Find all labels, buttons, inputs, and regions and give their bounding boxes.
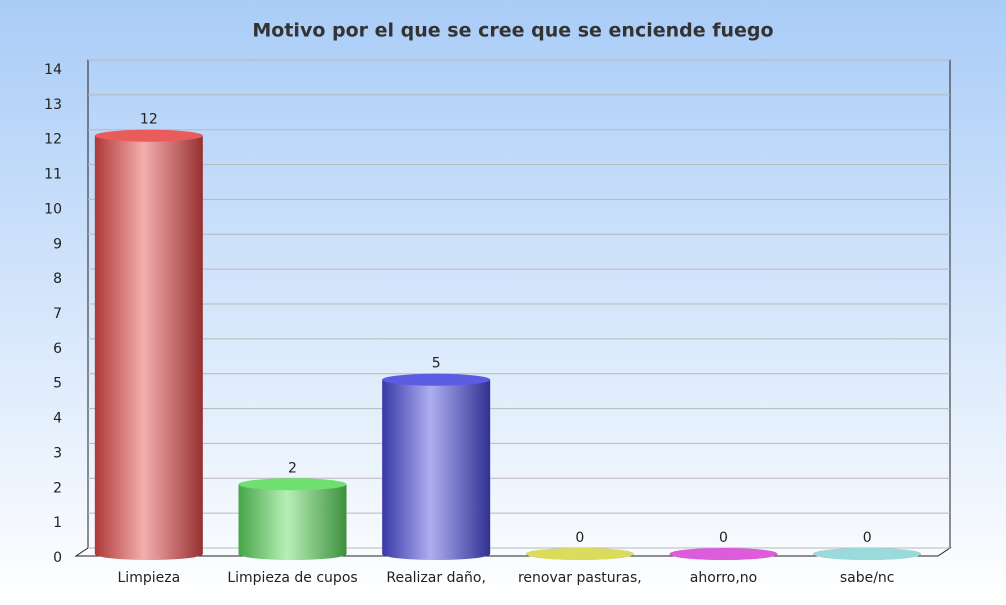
- bar: [382, 373, 491, 560]
- y-tick-label: 4: [53, 411, 62, 427]
- data-label: 12: [140, 112, 158, 128]
- bar: [238, 478, 347, 560]
- y-tick-label: 12: [44, 132, 62, 148]
- bar: [813, 548, 922, 560]
- x-tick-label: Realizar daño,: [386, 570, 486, 586]
- x-tick-label: Limpieza: [118, 570, 181, 586]
- y-tick-label: 1: [53, 515, 62, 531]
- data-label: 0: [863, 530, 872, 546]
- bar-top: [382, 373, 491, 386]
- bar-body: [238, 484, 347, 554]
- bar-top: [813, 548, 922, 560]
- y-tick-label: 13: [44, 97, 62, 113]
- bar-top: [525, 548, 634, 560]
- data-label: 0: [719, 530, 728, 546]
- x-tick-label: Limpieza de cupos: [227, 570, 357, 586]
- bar: [525, 548, 634, 560]
- bar: [94, 129, 203, 560]
- y-tick-label: 11: [44, 167, 62, 183]
- y-tick-label: 7: [53, 306, 62, 322]
- bar-top: [669, 548, 778, 560]
- y-tick-label: 2: [53, 480, 62, 496]
- y-tick-label: 14: [44, 62, 62, 78]
- x-tick-label: ahorro,no: [690, 570, 757, 586]
- data-label: 2: [288, 460, 297, 476]
- bar-top: [94, 129, 203, 142]
- x-tick-label: renovar pasturas,: [518, 570, 642, 586]
- bar-body: [382, 379, 491, 554]
- chart-title: Motivo por el que se cree que se enciend…: [252, 20, 773, 42]
- data-label: 5: [432, 356, 441, 372]
- y-tick-label: 10: [44, 201, 62, 217]
- bar-top: [238, 478, 347, 491]
- y-tick-label: 3: [53, 445, 62, 461]
- y-tick-label: 5: [53, 376, 62, 392]
- x-tick-label: sabe/nc: [840, 570, 895, 586]
- bar: [669, 548, 778, 560]
- data-label: 0: [575, 530, 584, 546]
- bar-body: [94, 135, 203, 554]
- y-tick-label: 0: [53, 550, 62, 566]
- y-tick-label: 8: [53, 271, 62, 287]
- y-tick-label: 6: [53, 341, 62, 357]
- y-tick-label: 9: [53, 236, 62, 252]
